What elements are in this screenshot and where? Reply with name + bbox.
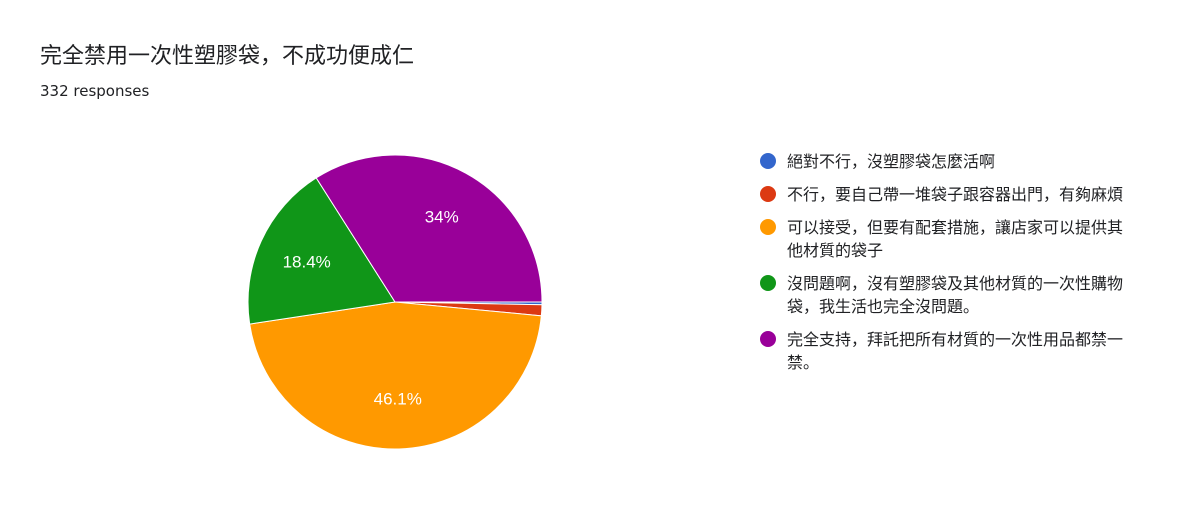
pie-slice[interactable] bbox=[249, 301, 542, 450]
pie-slice-label: 46.1% bbox=[374, 389, 422, 408]
pie-slice[interactable] bbox=[315, 154, 543, 303]
pie-slice-label: 18.4% bbox=[283, 252, 331, 271]
legend-label: 絕對不行，沒塑膠袋怎麼活啊 bbox=[787, 152, 996, 171]
response-count: 332 responses bbox=[40, 82, 150, 100]
legend-swatch-icon bbox=[760, 186, 776, 202]
legend-swatch-icon bbox=[760, 275, 776, 291]
chart-legend: 絕對不行，沒塑膠袋怎麼活啊不行，要自己帶一堆袋子跟容器出門，有夠麻煩可以接受，但… bbox=[760, 150, 1160, 384]
legend-swatch-icon bbox=[760, 219, 776, 235]
pie-slice-label: 34% bbox=[425, 207, 459, 226]
legend-swatch-icon bbox=[760, 153, 776, 169]
pie-slice[interactable] bbox=[247, 177, 396, 325]
legend-label: 沒問題啊，沒有塑膠袋及其他材質的一次性購物袋，我生活也完全沒問題。 bbox=[787, 274, 1124, 316]
legend-item[interactable]: 可以接受，但要有配套措施，讓店家可以提供其他材質的袋子 bbox=[760, 216, 1160, 262]
legend-swatch-icon bbox=[760, 331, 776, 347]
legend-item[interactable]: 完全支持，拜託把所有材質的一次性用品都禁一禁。 bbox=[760, 328, 1160, 374]
legend-label: 不行，要自己帶一堆袋子跟容器出門，有夠麻煩 bbox=[787, 185, 1124, 204]
legend-item[interactable]: 不行，要自己帶一堆袋子跟容器出門，有夠麻煩 bbox=[760, 183, 1160, 206]
legend-item[interactable]: 絕對不行，沒塑膠袋怎麼活啊 bbox=[760, 150, 1160, 173]
legend-item[interactable]: 沒問題啊，沒有塑膠袋及其他材質的一次性購物袋，我生活也完全沒問題。 bbox=[760, 272, 1160, 318]
legend-label: 完全支持，拜託把所有材質的一次性用品都禁一禁。 bbox=[787, 330, 1124, 372]
chart-title: 完全禁用一次性塑膠袋，不成功便成仁 bbox=[40, 44, 415, 69]
legend-label: 可以接受，但要有配套措施，讓店家可以提供其他材質的袋子 bbox=[787, 218, 1124, 260]
